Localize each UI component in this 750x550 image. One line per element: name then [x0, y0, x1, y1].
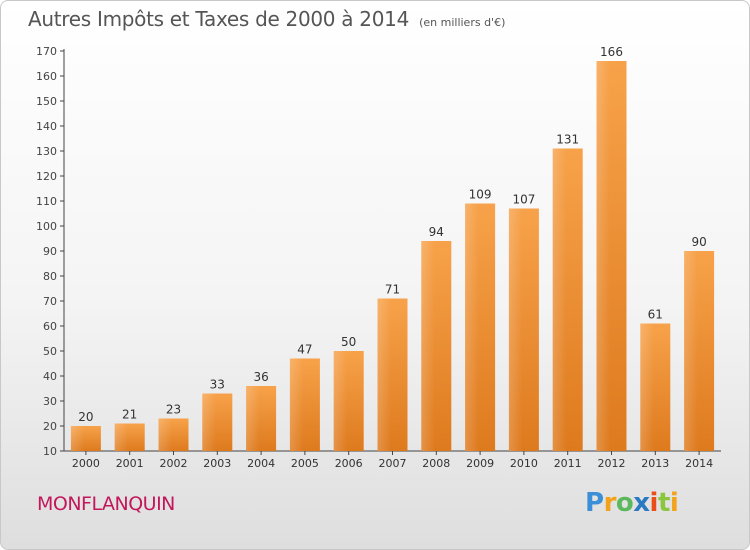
bars	[70, 61, 715, 451]
value-label: 109	[469, 188, 492, 202]
bar-highlight	[377, 298, 391, 451]
y-tick-label: 120	[36, 170, 57, 183]
x-tick-label: 2011	[554, 457, 582, 470]
value-label: 131	[556, 133, 579, 147]
x-tick-label: 2008	[422, 457, 450, 470]
y-axis: 10 20 30 40 50 60 70 80 90 100 110 120 130 140 150 160 1…	[36, 45, 65, 458]
y-tick-label: 50	[43, 345, 57, 358]
y-tick-label: 40	[43, 370, 57, 383]
x-tick-label: 2012	[598, 457, 626, 470]
y-tick-label: 70	[43, 295, 57, 308]
x-tick-label: 2006	[335, 457, 363, 470]
value-label: 47	[297, 343, 312, 357]
logo-letter: o	[615, 488, 634, 518]
bar-highlight	[158, 418, 172, 451]
y-tick-label: 90	[43, 245, 57, 258]
x-tick-label: 2003	[203, 457, 231, 470]
logo-letter: t	[657, 488, 670, 518]
y-tick-label: 140	[36, 120, 57, 133]
value-label: 71	[385, 283, 400, 297]
bar-highlight	[70, 426, 85, 451]
bar-highlight	[246, 386, 260, 451]
x-tick-label: 2004	[247, 457, 275, 470]
value-labels: 20 21 23 33 36 47 50 71 94 109 107 131 166 61 90	[78, 45, 706, 424]
value-label: 61	[648, 308, 663, 322]
y-tick-label: 60	[43, 320, 57, 333]
x-tick-label: 2013	[641, 457, 669, 470]
proxiti-logo: Proxiti	[585, 488, 679, 518]
x-tick-label: 2010	[510, 457, 538, 470]
chart-title-main: Autres Impôts et Taxes de 2000 à 2014	[28, 7, 409, 31]
value-label: 90	[691, 235, 706, 249]
chart-title-unit: (en milliers d'€)	[419, 16, 506, 29]
x-tick-label: 2002	[160, 457, 188, 470]
city-name: MONFLANQUIN	[37, 493, 175, 515]
x-tick-label: 2014	[685, 457, 713, 470]
bar-highlight	[596, 61, 610, 451]
x-tick-label: 2001	[116, 457, 144, 470]
x-tick-label: 2005	[291, 457, 319, 470]
value-label: 21	[122, 408, 137, 422]
chart-title: Autres Impôts et Taxes de 2000 à 2014 (e…	[28, 7, 505, 31]
logo-letter: i	[669, 488, 679, 518]
y-tick-label: 150	[36, 95, 57, 108]
y-tick-label: 110	[36, 195, 57, 208]
y-tick-label: 10	[43, 445, 57, 458]
value-label: 166	[600, 45, 623, 59]
x-axis: 2000 2001 2002 2003 2004 2005 2006 2007 2008 2009…	[64, 450, 721, 470]
value-label: 36	[253, 370, 268, 384]
y-tick-label: 170	[36, 45, 57, 58]
y-tick-label: 80	[43, 270, 57, 283]
bar-highlight	[202, 393, 216, 451]
value-label: 23	[166, 403, 181, 417]
bar-highlight	[552, 148, 567, 451]
bar-highlight	[640, 323, 654, 451]
x-tick-label: 2007	[379, 457, 407, 470]
y-tick-label: 20	[43, 420, 57, 433]
value-label: 50	[341, 335, 356, 349]
value-label: 94	[429, 225, 444, 239]
x-tick-label: 2009	[466, 457, 494, 470]
y-tick-label: 160	[36, 70, 57, 83]
bar-highlight	[114, 423, 129, 451]
logo-letter: i	[649, 488, 659, 518]
bar-highlight	[508, 208, 523, 451]
value-label: 107	[512, 193, 535, 207]
y-tick-label: 100	[36, 220, 57, 233]
bar-highlight	[465, 203, 479, 451]
x-tick-label: 2000	[72, 457, 100, 470]
value-label: 20	[78, 410, 93, 424]
logo-letter: x	[633, 488, 650, 518]
bar-highlight	[421, 241, 435, 451]
value-label: 33	[210, 378, 225, 392]
bar-highlight	[333, 351, 348, 451]
logo-letter: P	[585, 488, 604, 518]
bar-highlight	[289, 358, 304, 451]
bar-highlight	[684, 251, 698, 451]
y-tick-label: 130	[36, 145, 57, 158]
y-tick-label: 30	[43, 395, 57, 408]
logo-letter: r	[603, 488, 617, 518]
